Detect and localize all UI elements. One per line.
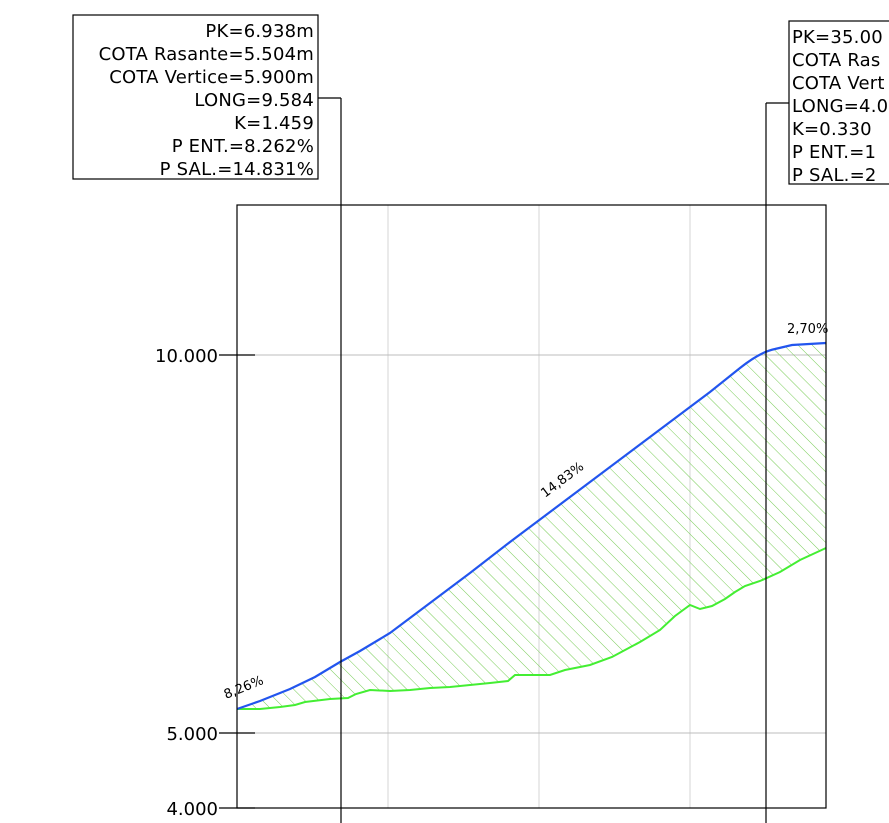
annotation-cota-vertice: COTA Vert bbox=[792, 73, 885, 94]
annotation-k: K=0.330 bbox=[792, 119, 872, 140]
slope-label-start: 8,26% bbox=[222, 673, 266, 702]
annotation-cota-rasante: COTA Rasante=5.504m bbox=[99, 44, 314, 65]
profile-frame bbox=[236, 204, 827, 809]
annotation-pk: PK=6.938m bbox=[205, 21, 314, 42]
slope-label-end: 2,70% bbox=[787, 322, 828, 337]
annotation-long: LONG=9.584 bbox=[194, 90, 314, 111]
annotation-cota-rasante: COTA Ras bbox=[792, 50, 881, 71]
annotation-long: LONG=4.0 bbox=[792, 96, 888, 117]
annotation-pk: PK=35.00 bbox=[792, 27, 883, 48]
annotation-p-ent: P ENT.=8.262% bbox=[172, 136, 314, 157]
axis-label-4: 4.000 bbox=[166, 799, 218, 820]
annotation-p-ent: P ENT.=1 bbox=[792, 142, 876, 163]
axis-label-5: 5.000 bbox=[166, 724, 218, 745]
vertex-annotation-right: PK=35.00 COTA Ras COTA Vert LONG=4.0 K=0… bbox=[788, 20, 889, 186]
rasante-line bbox=[236, 341, 827, 711]
annotation-p-sal: P SAL.=14.831% bbox=[160, 159, 314, 180]
annotation-k: K=1.459 bbox=[234, 113, 314, 134]
vertex-annotation-left: PK=6.938m COTA Rasante=5.504m COTA Verti… bbox=[72, 14, 319, 180]
axis-label-10: 10.000 bbox=[155, 346, 218, 367]
annotation-cota-vertice: COTA Vertice=5.900m bbox=[109, 67, 314, 88]
annotation-box-right bbox=[788, 20, 889, 185]
annotation-box-left bbox=[72, 14, 319, 180]
terrain-line bbox=[237, 547, 827, 710]
annotation-p-sal: P SAL.=2 bbox=[792, 165, 877, 186]
